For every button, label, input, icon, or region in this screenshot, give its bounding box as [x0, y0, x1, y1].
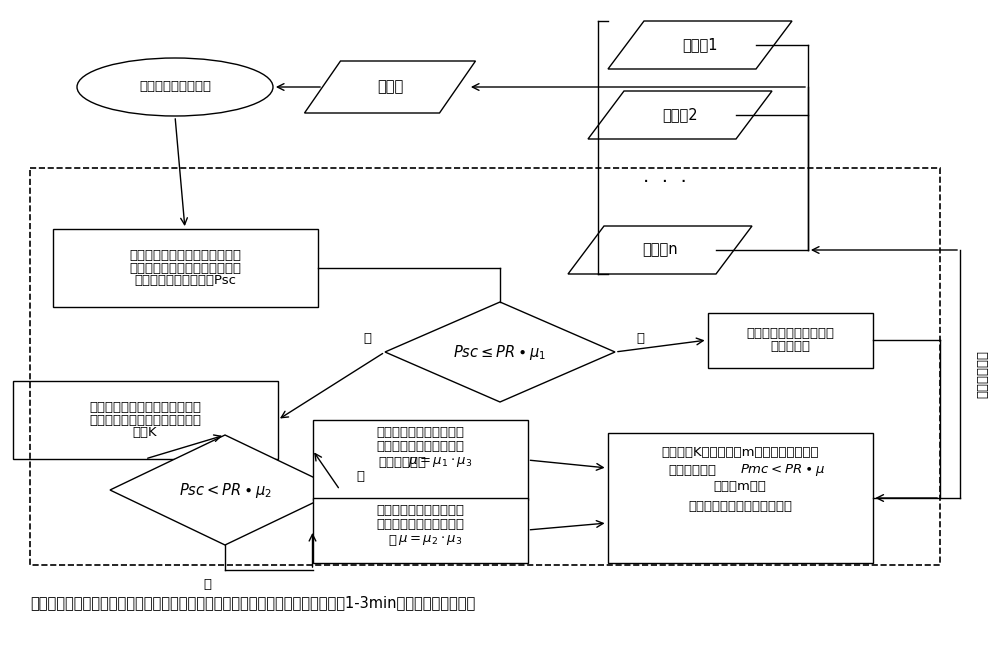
Text: 电功率充电: 电功率充电 [770, 340, 810, 353]
Text: 的同时m最大: 的同时m最大 [714, 480, 766, 493]
Text: 根据各充电桩状态获得各充电桩: 根据各充电桩状态获得各充电桩 [129, 249, 241, 262]
Polygon shape [110, 435, 340, 545]
Text: 最大充电功率并对各充电桩所需: 最大充电功率并对各充电桩所需 [129, 262, 241, 275]
FancyBboxPatch shape [312, 498, 528, 563]
Text: 说明当前充电需求较小，: 说明当前充电需求较小， [376, 426, 464, 439]
Text: 余充电为依据从大到小排序得到: 余充电为依据从大到小排序得到 [89, 413, 201, 426]
Text: 是: 是 [636, 332, 644, 345]
Text: 率充电并保证: 率充电并保证 [668, 463, 716, 476]
Text: 充电桩n: 充电桩n [642, 243, 678, 258]
Polygon shape [385, 302, 615, 402]
FancyBboxPatch shape [708, 313, 872, 367]
FancyBboxPatch shape [312, 420, 528, 500]
Text: 否: 否 [363, 332, 371, 345]
Polygon shape [608, 21, 792, 69]
Text: 否: 否 [203, 578, 211, 591]
Text: 高效率点，令: 高效率点，令 [378, 456, 426, 469]
Text: 将在非浮充状态的各充电桩以剩: 将在非浮充状态的各充电桩以剩 [89, 400, 201, 413]
Text: 允许变压器全功率运行，: 允许变压器全功率运行， [376, 517, 464, 530]
Text: $\mu = \mu_2 \cdot \mu_3$: $\mu = \mu_2 \cdot \mu_3$ [398, 533, 462, 547]
Polygon shape [568, 226, 752, 274]
Text: 充电桩1: 充电桩1 [682, 38, 718, 53]
Text: $Psc < PR\bullet\mu_2$: $Psc < PR\bullet\mu_2$ [179, 480, 271, 500]
Polygon shape [588, 91, 772, 139]
Text: 数据库: 数据库 [377, 79, 403, 95]
Text: 按照序列K的顺序使前m个充电桩进行全功: 按照序列K的顺序使前m个充电桩进行全功 [661, 447, 819, 459]
Text: 说明当前充电需求较大，: 说明当前充电需求较大， [376, 504, 464, 517]
Text: 充电桩2: 充电桩2 [662, 108, 698, 123]
Text: $Psc \leq PR\bullet\mu_1$: $Psc \leq PR\bullet\mu_1$ [453, 343, 547, 361]
Text: ·  ·  ·: · · · [643, 173, 687, 193]
Text: 功率分配信息: 功率分配信息 [976, 350, 989, 398]
Ellipse shape [77, 58, 273, 116]
FancyBboxPatch shape [608, 433, 872, 563]
Text: 若充电桩集群中某一充电桩结束浮充、停止充电、开始充电或距离上一次功率分配1-3min后重新进行功率分配: 若充电桩集群中某一充电桩结束浮充、停止充电、开始充电或距离上一次功率分配1-3m… [30, 595, 475, 610]
Text: 令: 令 [388, 533, 396, 546]
Text: 优先保证变压器工作在最: 优先保证变压器工作在最 [376, 439, 464, 452]
Text: 充电桩集群总控制器: 充电桩集群总控制器 [139, 80, 211, 93]
Text: 最大功率进行求和，得Psc: 最大功率进行求和，得Psc [134, 275, 236, 288]
FancyBboxPatch shape [12, 381, 278, 459]
FancyBboxPatch shape [52, 229, 318, 307]
Text: 各充电桩分别以其最大充: 各充电桩分别以其最大充 [746, 327, 834, 340]
Text: 是: 是 [356, 469, 364, 482]
Text: 剩余的充电桩以浮充状态充电: 剩余的充电桩以浮充状态充电 [688, 500, 792, 513]
Text: $Pmc < PR\bullet\mu$: $Pmc < PR\bullet\mu$ [740, 462, 824, 478]
Polygon shape [304, 61, 476, 113]
Text: $\mu = \mu_1 \cdot \mu_3$: $\mu = \mu_1 \cdot \mu_3$ [408, 455, 472, 469]
Text: 序列K: 序列K [133, 426, 157, 439]
